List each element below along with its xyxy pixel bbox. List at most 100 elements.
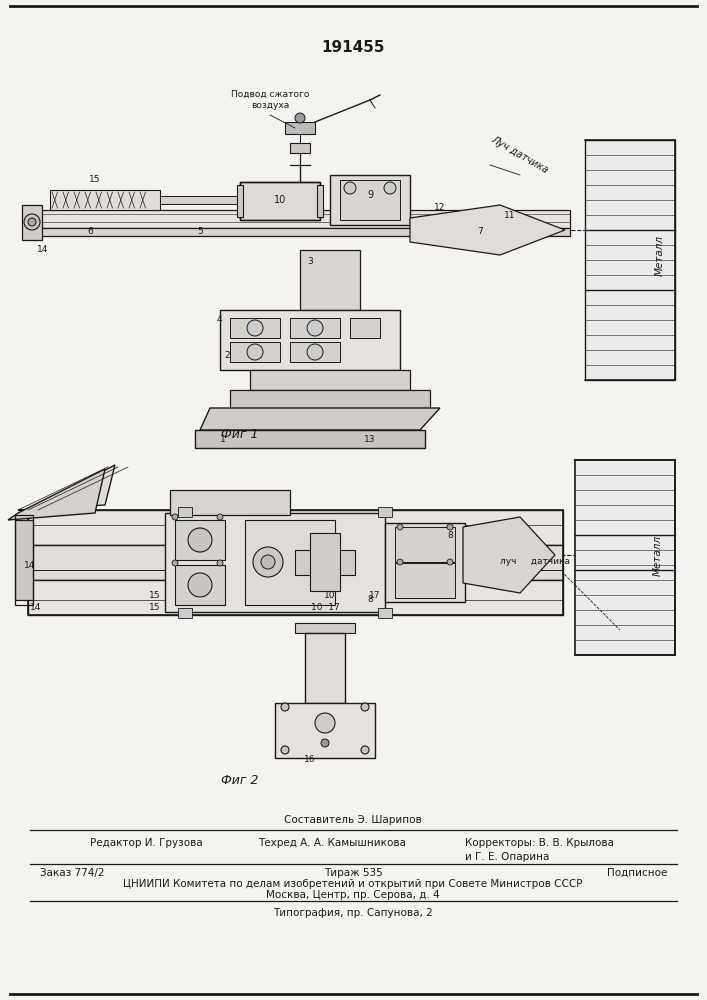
Bar <box>310 533 340 591</box>
Bar <box>250 370 410 390</box>
Circle shape <box>281 703 289 711</box>
Bar <box>385 523 465 602</box>
Text: 5: 5 <box>197 228 203 236</box>
Text: Заказ 774/2: Заказ 774/2 <box>40 868 105 878</box>
Text: 7: 7 <box>477 228 483 236</box>
Circle shape <box>307 344 323 360</box>
Circle shape <box>217 560 223 566</box>
Circle shape <box>24 214 40 230</box>
Text: Тираж 535: Тираж 535 <box>324 868 382 878</box>
Bar <box>175 520 225 560</box>
Bar <box>300 250 360 310</box>
Text: 2: 2 <box>224 351 230 360</box>
Polygon shape <box>200 408 440 430</box>
Text: Металл: Металл <box>653 534 663 576</box>
Circle shape <box>384 182 396 194</box>
Circle shape <box>397 559 403 565</box>
Bar <box>285 122 315 134</box>
Bar <box>378 608 392 618</box>
Text: 9: 9 <box>367 190 373 200</box>
Bar <box>237 185 243 217</box>
Polygon shape <box>463 517 555 593</box>
Circle shape <box>261 555 275 569</box>
Circle shape <box>188 573 212 597</box>
Text: 14: 14 <box>30 602 42 611</box>
Circle shape <box>281 746 289 754</box>
Bar <box>410 218 500 228</box>
Text: Фиг 2: Фиг 2 <box>221 774 259 786</box>
Circle shape <box>307 320 323 336</box>
Bar <box>295 550 355 575</box>
Text: 15: 15 <box>149 590 160 599</box>
Text: 8: 8 <box>447 530 453 540</box>
Text: 14: 14 <box>37 245 48 254</box>
Bar <box>245 520 335 605</box>
Circle shape <box>295 113 305 123</box>
Text: 3: 3 <box>307 257 313 266</box>
Text: Составитель Э. Шарипов: Составитель Э. Шарипов <box>284 815 422 825</box>
Bar <box>170 490 290 515</box>
Text: 10: 10 <box>325 590 336 599</box>
Bar <box>178 608 192 618</box>
Text: и Г. Е. Опарина: и Г. Е. Опарина <box>465 852 549 862</box>
Text: Техред А. А. Камышникова: Техред А. А. Камышникова <box>258 838 406 848</box>
Circle shape <box>253 547 283 577</box>
Text: 191455: 191455 <box>321 39 385 54</box>
Bar <box>160 196 240 204</box>
Polygon shape <box>410 205 565 255</box>
Text: 10  17: 10 17 <box>310 602 339 611</box>
Bar <box>28 580 563 615</box>
Bar <box>28 545 563 580</box>
Text: 4: 4 <box>216 316 222 324</box>
Bar <box>15 520 33 600</box>
Text: Москва, Центр, пр. Серова, д. 4: Москва, Центр, пр. Серова, д. 4 <box>267 890 440 900</box>
Bar <box>350 318 380 338</box>
Circle shape <box>447 559 453 565</box>
Text: 12: 12 <box>434 204 445 213</box>
Bar <box>240 182 320 220</box>
Circle shape <box>172 560 178 566</box>
Bar <box>178 507 192 517</box>
Polygon shape <box>18 465 115 510</box>
Bar <box>575 460 675 655</box>
Text: 13: 13 <box>364 436 375 444</box>
Circle shape <box>344 182 356 194</box>
Bar <box>230 342 280 362</box>
Circle shape <box>361 703 369 711</box>
Text: 6: 6 <box>87 228 93 236</box>
Text: 10: 10 <box>274 195 286 205</box>
Bar <box>175 565 225 605</box>
Bar <box>165 513 385 612</box>
Text: 1: 1 <box>220 436 226 444</box>
Bar <box>395 563 455 598</box>
Circle shape <box>28 218 36 226</box>
Bar <box>290 143 310 153</box>
Text: Типография, пр. Сапунова, 2: Типография, пр. Сапунова, 2 <box>273 908 433 918</box>
Circle shape <box>172 514 178 520</box>
Bar <box>585 140 675 380</box>
Bar <box>275 703 375 758</box>
Text: Металл: Металл <box>655 234 665 275</box>
Circle shape <box>247 320 263 336</box>
Bar <box>30 210 570 228</box>
Text: 15: 15 <box>149 602 160 611</box>
Text: 14: 14 <box>24 560 35 570</box>
Text: Корректоры: В. В. Крылова: Корректоры: В. В. Крылова <box>465 838 614 848</box>
Bar <box>340 180 400 220</box>
Circle shape <box>397 524 403 530</box>
Circle shape <box>217 514 223 520</box>
Bar <box>50 190 160 210</box>
Bar <box>378 507 392 517</box>
Bar <box>15 515 33 605</box>
Circle shape <box>247 344 263 360</box>
Bar <box>290 318 340 338</box>
Bar <box>305 633 345 703</box>
Text: 11: 11 <box>504 211 515 220</box>
Bar <box>317 185 323 217</box>
Bar <box>240 182 320 220</box>
Circle shape <box>361 746 369 754</box>
Text: 16: 16 <box>304 756 316 764</box>
Bar <box>290 342 340 362</box>
Bar <box>195 430 425 448</box>
Bar <box>22 205 42 240</box>
